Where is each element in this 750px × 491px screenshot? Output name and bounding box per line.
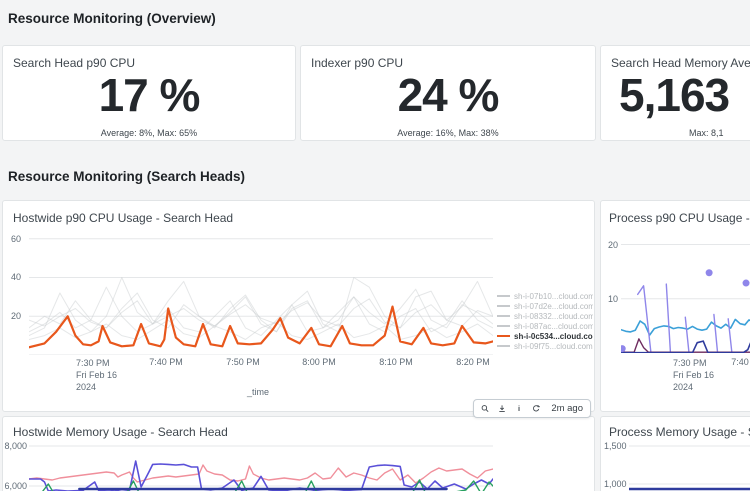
legend-item[interactable]: sh-i-08332...cloud.com <box>497 311 593 321</box>
y-tick-label: 20 <box>10 311 21 321</box>
refresh-age-label: 2m ago <box>551 403 583 414</box>
chart-title: Process Memory Usage - Search Head <box>609 425 750 439</box>
search-icon[interactable] <box>481 403 489 414</box>
chart-title: Hostwide Memory Usage - Search Head <box>13 425 228 439</box>
y-tick-label: 8,000 <box>4 441 27 451</box>
legend-swatch <box>497 325 510 327</box>
process-cpu-chart[interactable] <box>621 231 750 353</box>
legend-label: sh-i-07b10...cloud.com <box>514 291 593 301</box>
legend-swatch <box>497 295 510 297</box>
kpi-subtitle: Average: 8%, Max: 65% <box>100 128 198 138</box>
x-tick-label: 7:50 PM <box>226 357 260 367</box>
legend-swatch <box>497 335 510 337</box>
y-tick-label: 60 <box>10 234 21 244</box>
x-tick-label: 8:10 PM <box>379 357 413 367</box>
svg-text:i: i <box>518 404 520 413</box>
y-tick-label: 40 <box>10 272 21 282</box>
chart-panel-hostwide-cpu: Hostwide p90 CPU Usage - Search Head 60 … <box>2 200 595 412</box>
legend-swatch <box>497 315 510 317</box>
x-tick-label: 7:40 PM <box>149 357 183 367</box>
legend-label: sh-i-09f75...cloud.com <box>514 341 593 351</box>
x-tick-label: 8:20 PM <box>456 357 490 367</box>
hostwide-cpu-chart[interactable] <box>29 233 493 355</box>
chart-panel-process-memory: Process Memory Usage - Search Head 1,500… <box>600 416 750 491</box>
y-tick-label: 20 <box>607 240 618 250</box>
kpi-panel-search-head-memory: Search Head Memory Average 5,163 Max: 8,… <box>600 45 750 141</box>
download-icon[interactable] <box>498 403 506 414</box>
legend-swatch <box>497 305 510 307</box>
kpi-panel-indexer-cpu: Indexer p90 CPU 24 % Average: 16%, Max: … <box>300 45 596 141</box>
kpi-value: 24 % <box>397 69 500 121</box>
legend-label: sh-i-07d2e...cloud.com <box>514 301 593 311</box>
kpi-value: 17 % <box>98 69 201 121</box>
legend-item[interactable]: sh-i-087ac...cloud.com <box>497 321 593 331</box>
y-tick-label: 1,500 <box>604 441 627 451</box>
legend-swatch <box>497 345 510 347</box>
y-tick-label: 6,000 <box>4 481 27 491</box>
kpi-subtitle: Average: 16%, Max: 38% <box>397 128 499 138</box>
y-tick-label: 10 <box>607 294 618 304</box>
x-tick-label: 8:00 PM <box>302 357 336 367</box>
panel-toolbar: i 2m ago <box>473 399 591 418</box>
section-title-search-heads: Resource Monitoring (Search Heads) <box>8 169 246 184</box>
kpi-title: Search Head p90 CPU <box>13 56 136 70</box>
kpi-title: Search Head Memory Average <box>611 56 750 70</box>
x-axis-label: _time <box>246 387 269 397</box>
legend-item[interactable]: sh-i-0c534...cloud.com <box>497 331 593 341</box>
hostwide-memory-chart[interactable] <box>29 441 493 491</box>
section-title-overview: Resource Monitoring (Overview) <box>8 11 216 26</box>
kpi-value: 5,163 <box>619 69 730 121</box>
chart-title: Process p90 CPU Usage - Search Head <box>609 211 750 225</box>
legend-item[interactable]: sh-i-07d2e...cloud.com <box>497 301 593 311</box>
chart-panel-hostwide-memory: Hostwide Memory Usage - Search Head 8,00… <box>2 416 595 491</box>
chart-panel-process-cpu: Process p90 CPU Usage - Search Head 20 1… <box>600 200 750 412</box>
info-icon[interactable]: i <box>515 403 523 414</box>
process-memory-chart[interactable] <box>629 441 750 491</box>
kpi-subtitle: Max: 8,1 <box>689 128 724 138</box>
x-tick-date: 7:30 PM Fri Feb 16 2024 <box>76 358 118 392</box>
x-tick-date: 7:30 PM Fri Feb 16 2024 <box>673 358 715 392</box>
legend-label: sh-i-08332...cloud.com <box>514 311 593 321</box>
kpi-panel-search-head-cpu: Search Head p90 CPU 17 % Average: 8%, Ma… <box>2 45 296 141</box>
y-tick-label: 1,000 <box>604 479 627 489</box>
legend-label: sh-i-087ac...cloud.com <box>514 321 593 331</box>
legend: sh-i-07b10...cloud.com sh-i-07d2e...clou… <box>497 291 593 351</box>
legend-item[interactable]: sh-i-09f75...cloud.com <box>497 341 593 351</box>
x-tick-label: 7:40 PM <box>731 357 750 367</box>
legend-label: sh-i-0c534...cloud.com <box>514 331 593 341</box>
refresh-icon[interactable] <box>532 403 541 414</box>
legend-item[interactable]: sh-i-07b10...cloud.com <box>497 291 593 301</box>
kpi-title: Indexer p90 CPU <box>311 56 404 70</box>
chart-title: Hostwide p90 CPU Usage - Search Head <box>13 211 234 225</box>
